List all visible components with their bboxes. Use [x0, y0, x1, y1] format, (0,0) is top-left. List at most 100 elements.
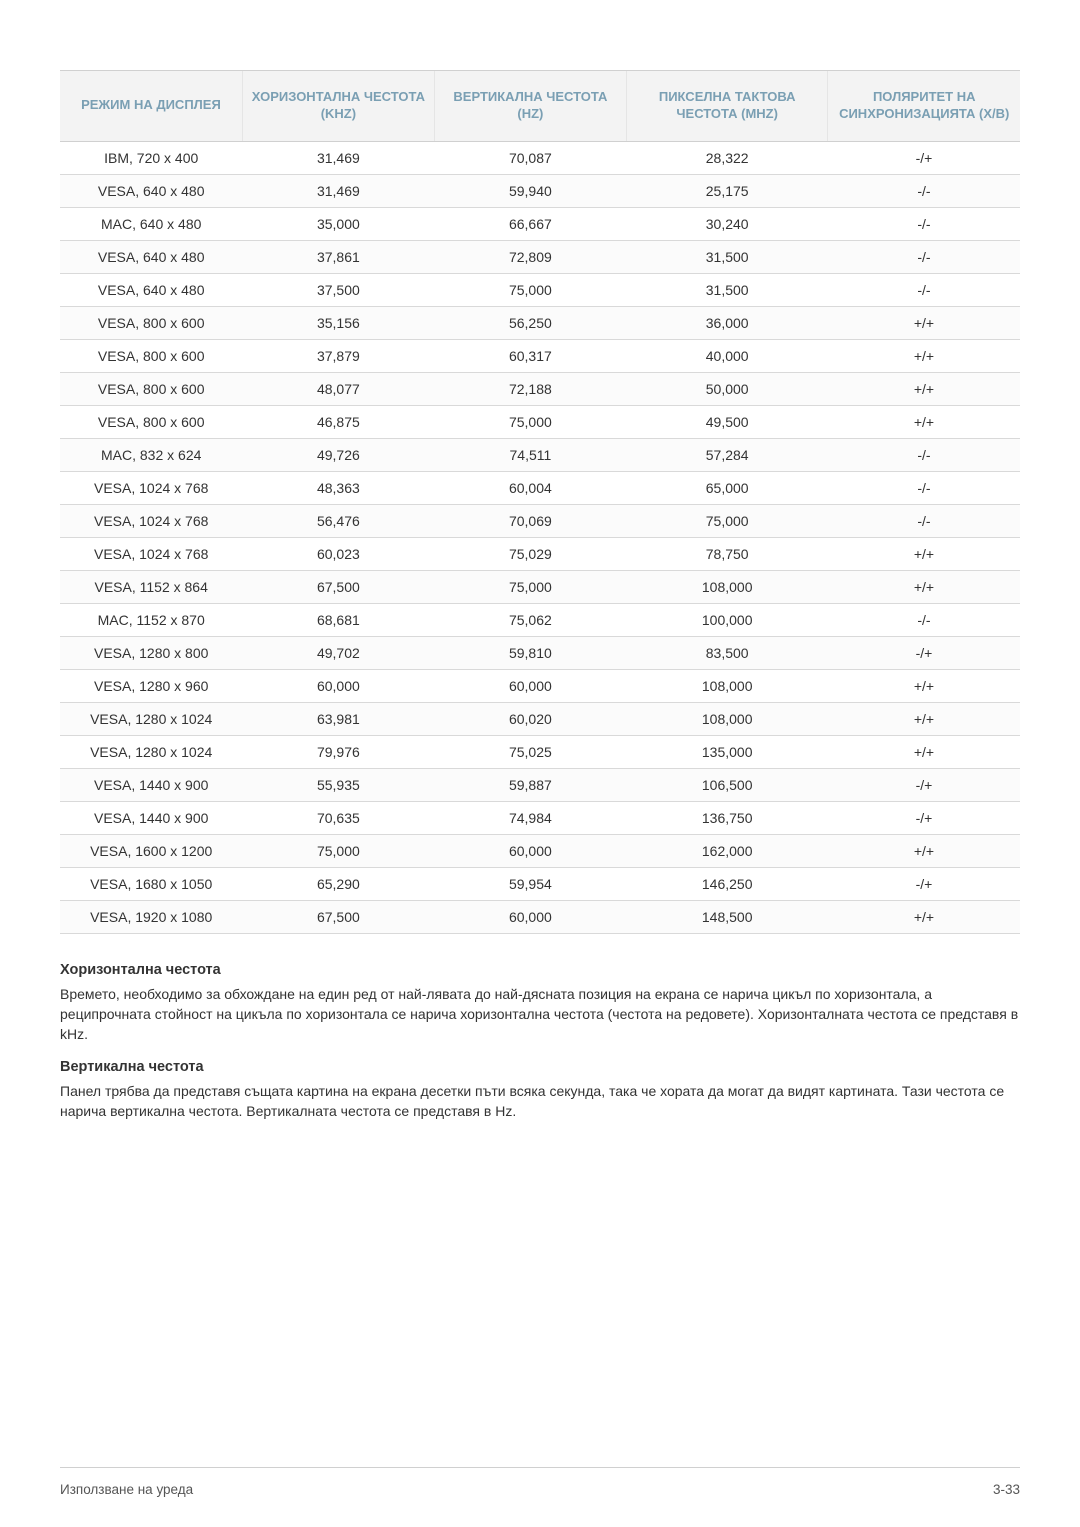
- table-cell: 108,000: [626, 669, 828, 702]
- table-cell: VESA, 800 x 600: [60, 339, 242, 372]
- table-cell: MAC, 1152 x 870: [60, 603, 242, 636]
- table-cell: 65,290: [242, 867, 434, 900]
- table-cell: 35,156: [242, 306, 434, 339]
- table-cell: 74,984: [434, 801, 626, 834]
- table-cell: 30,240: [626, 207, 828, 240]
- table-cell: 60,000: [434, 669, 626, 702]
- table-cell: -/-: [828, 438, 1020, 471]
- table-cell: 108,000: [626, 570, 828, 603]
- table-cell: VESA, 1920 x 1080: [60, 900, 242, 933]
- table-cell: 60,000: [242, 669, 434, 702]
- table-cell: MAC, 832 x 624: [60, 438, 242, 471]
- table-cell: 60,317: [434, 339, 626, 372]
- table-cell: 49,702: [242, 636, 434, 669]
- table-cell: 37,861: [242, 240, 434, 273]
- col-sync-polarity: ПОЛЯРИТЕТ НА СИНХРОНИЗАЦИЯТА (Х/В): [828, 71, 1020, 142]
- table-cell: 46,875: [242, 405, 434, 438]
- table-cell: +/+: [828, 339, 1020, 372]
- table-row: VESA, 640 x 48037,86172,80931,500-/-: [60, 240, 1020, 273]
- table-cell: +/+: [828, 537, 1020, 570]
- table-cell: 74,511: [434, 438, 626, 471]
- footer-left: Използване на уреда: [60, 1482, 193, 1497]
- table-header-row: РЕЖИМ НА ДИСПЛЕЯ ХОРИЗОНТАЛНА ЧЕСТОТА (K…: [60, 71, 1020, 142]
- table-cell: VESA, 1440 x 900: [60, 768, 242, 801]
- table-cell: 75,000: [626, 504, 828, 537]
- table-cell: 57,284: [626, 438, 828, 471]
- table-row: VESA, 640 x 48031,46959,94025,175-/-: [60, 174, 1020, 207]
- table-cell: 65,000: [626, 471, 828, 504]
- table-cell: 31,469: [242, 174, 434, 207]
- table-cell: 36,000: [626, 306, 828, 339]
- table-row: VESA, 1024 x 76860,02375,02978,750+/+: [60, 537, 1020, 570]
- table-row: VESA, 1152 x 86467,50075,000108,000+/+: [60, 570, 1020, 603]
- table-cell: 60,020: [434, 702, 626, 735]
- table-cell: +/+: [828, 735, 1020, 768]
- table-cell: VESA, 1024 x 768: [60, 537, 242, 570]
- table-cell: VESA, 640 x 480: [60, 174, 242, 207]
- table-row: VESA, 640 x 48037,50075,00031,500-/-: [60, 273, 1020, 306]
- table-cell: 31,500: [626, 273, 828, 306]
- table-cell: -/+: [828, 768, 1020, 801]
- table-cell: +/+: [828, 900, 1020, 933]
- table-row: MAC, 832 x 62449,72674,51157,284-/-: [60, 438, 1020, 471]
- table-cell: VESA, 640 x 480: [60, 273, 242, 306]
- table-cell: 67,500: [242, 570, 434, 603]
- table-cell: 37,500: [242, 273, 434, 306]
- table-cell: 162,000: [626, 834, 828, 867]
- table-row: VESA, 1280 x 102463,98160,020108,000+/+: [60, 702, 1020, 735]
- table-row: VESA, 1600 x 120075,00060,000162,000+/+: [60, 834, 1020, 867]
- col-hfreq: ХОРИЗОНТАЛНА ЧЕСТОТА (KHZ): [242, 71, 434, 142]
- table-body: IBM, 720 x 40031,46970,08728,322-/+VESA,…: [60, 141, 1020, 933]
- section-hfreq: Хоризонтална честота Времето, необходимо…: [60, 962, 1020, 1045]
- table-cell: +/+: [828, 306, 1020, 339]
- table-cell: 146,250: [626, 867, 828, 900]
- table-cell: VESA, 1152 x 864: [60, 570, 242, 603]
- table-cell: -/-: [828, 273, 1020, 306]
- table-cell: 75,029: [434, 537, 626, 570]
- table-cell: +/+: [828, 570, 1020, 603]
- table-cell: -/-: [828, 504, 1020, 537]
- table-row: VESA, 1024 x 76856,47670,06975,000-/-: [60, 504, 1020, 537]
- table-cell: 68,681: [242, 603, 434, 636]
- col-pixel-clock: ПИКСЕЛНА ТАКТОВА ЧЕСТОТА (MHZ): [626, 71, 828, 142]
- table-cell: 75,025: [434, 735, 626, 768]
- table-cell: 63,981: [242, 702, 434, 735]
- table-row: IBM, 720 x 40031,46970,08728,322-/+: [60, 141, 1020, 174]
- table-cell: -/-: [828, 240, 1020, 273]
- table-cell: 48,363: [242, 471, 434, 504]
- table-cell: +/+: [828, 372, 1020, 405]
- table-row: VESA, 1024 x 76848,36360,00465,000-/-: [60, 471, 1020, 504]
- table-cell: -/+: [828, 867, 1020, 900]
- col-display-mode: РЕЖИМ НА ДИСПЛЕЯ: [60, 71, 242, 142]
- table-cell: 35,000: [242, 207, 434, 240]
- section-text: Панел трябва да представя същата картина…: [60, 1081, 1020, 1122]
- table-cell: 28,322: [626, 141, 828, 174]
- table-cell: VESA, 800 x 600: [60, 306, 242, 339]
- table-row: VESA, 800 x 60037,87960,31740,000+/+: [60, 339, 1020, 372]
- table-cell: 40,000: [626, 339, 828, 372]
- section-vfreq: Вертикална честота Панел трябва да предс…: [60, 1059, 1020, 1122]
- table-row: MAC, 640 x 48035,00066,66730,240-/-: [60, 207, 1020, 240]
- table-cell: 72,188: [434, 372, 626, 405]
- section-title: Вертикална честота: [60, 1059, 1020, 1075]
- table-cell: +/+: [828, 405, 1020, 438]
- table-row: VESA, 1280 x 96060,00060,000108,000+/+: [60, 669, 1020, 702]
- table-cell: 136,750: [626, 801, 828, 834]
- section-text: Времето, необходимо за обхождане на един…: [60, 984, 1020, 1045]
- table-cell: 31,500: [626, 240, 828, 273]
- table-cell: 37,879: [242, 339, 434, 372]
- col-vfreq: ВЕРТИКАЛНА ЧЕСТОТА (HZ): [434, 71, 626, 142]
- page-footer: Използване на уреда 3-33: [60, 1467, 1020, 1497]
- table-cell: 48,077: [242, 372, 434, 405]
- table-row: VESA, 800 x 60048,07772,18850,000+/+: [60, 372, 1020, 405]
- table-cell: 60,023: [242, 537, 434, 570]
- table-cell: 25,175: [626, 174, 828, 207]
- table-cell: VESA, 1600 x 1200: [60, 834, 242, 867]
- table-cell: 108,000: [626, 702, 828, 735]
- table-row: VESA, 1680 x 105065,29059,954146,250-/+: [60, 867, 1020, 900]
- table-row: VESA, 1440 x 90070,63574,984136,750-/+: [60, 801, 1020, 834]
- table-cell: VESA, 1440 x 900: [60, 801, 242, 834]
- table-cell: IBM, 720 x 400: [60, 141, 242, 174]
- table-cell: 75,000: [434, 273, 626, 306]
- table-cell: 55,935: [242, 768, 434, 801]
